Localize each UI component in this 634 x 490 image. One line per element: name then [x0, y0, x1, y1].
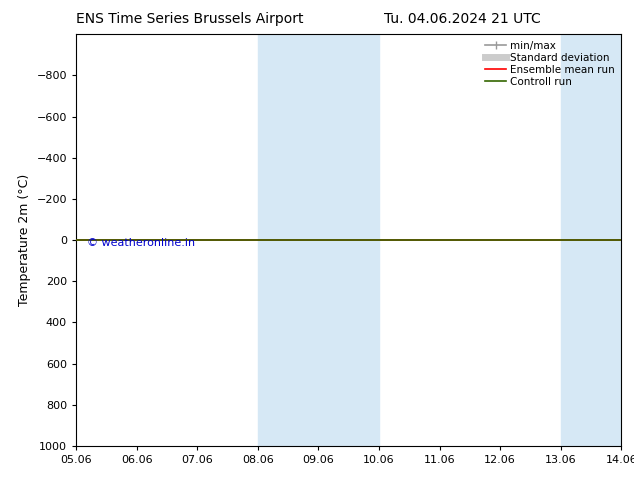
- Y-axis label: Temperature 2m (°C): Temperature 2m (°C): [18, 174, 31, 306]
- Text: © weatheronline.in: © weatheronline.in: [87, 238, 195, 248]
- Legend: min/max, Standard deviation, Ensemble mean run, Controll run: min/max, Standard deviation, Ensemble me…: [481, 36, 619, 91]
- Text: ENS Time Series Brussels Airport: ENS Time Series Brussels Airport: [77, 12, 304, 26]
- Text: Tu. 04.06.2024 21 UTC: Tu. 04.06.2024 21 UTC: [384, 12, 541, 26]
- Bar: [560, 34, 621, 446]
- Bar: [258, 34, 379, 446]
